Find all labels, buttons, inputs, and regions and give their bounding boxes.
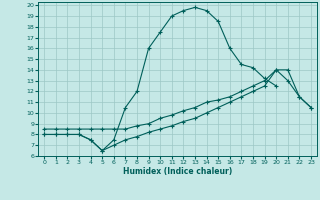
X-axis label: Humidex (Indice chaleur): Humidex (Indice chaleur) — [123, 167, 232, 176]
